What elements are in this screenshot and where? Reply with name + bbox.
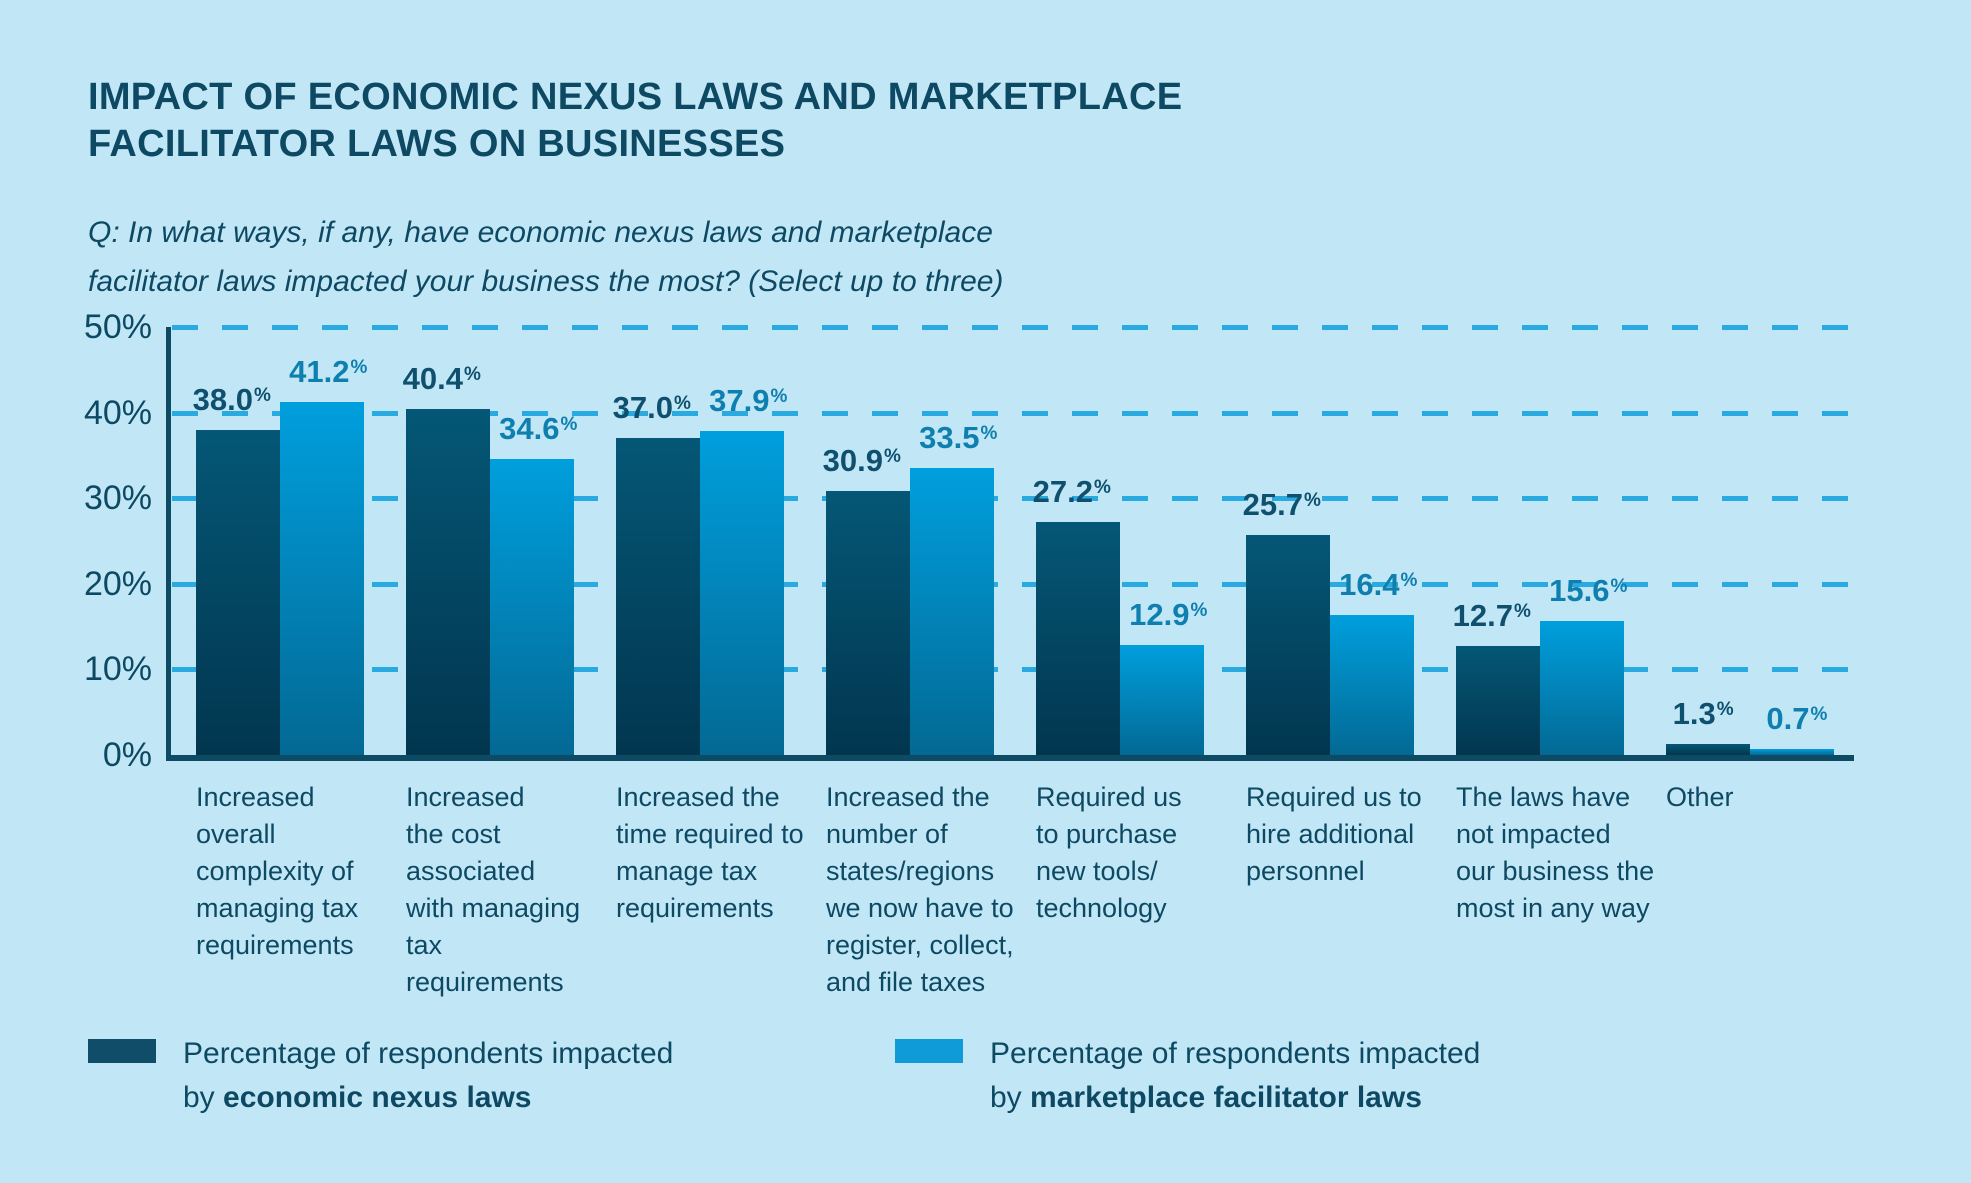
percent-sign: % (463, 364, 481, 386)
bar-marketplace-facilitator-7 (1540, 621, 1624, 755)
percent-sign: % (1400, 569, 1418, 591)
bar-marketplace-facilitator-2 (490, 458, 574, 755)
bar-marketplace-facilitator-5 (1120, 644, 1204, 755)
gridline-10-percent (172, 667, 1850, 673)
page-title-line-1: IMPACT OF ECONOMIC NEXUS LAWS AND MARKET… (88, 76, 1183, 119)
y-axis-tick-40-percent: 40% (83, 393, 152, 432)
bar-marketplace-facilitator-6 (1330, 614, 1414, 755)
percent-sign: % (350, 357, 368, 379)
gridline-30-percent (172, 496, 1850, 502)
percent-sign: % (673, 393, 691, 415)
category-label-8: Other (1666, 782, 1734, 812)
legend-line-2: by marketplace facilitator laws (990, 1081, 1422, 1114)
bar-economic-nexus-7 (1456, 646, 1540, 755)
legend-text-marketplace-facilitator: Percentage of respondents impacted by ma… (990, 1032, 1480, 1120)
value-label-marketplace-facilitator-7: 15.6% (1549, 573, 1628, 609)
bar-economic-nexus-3 (616, 438, 700, 755)
legend-swatch-marketplace-facilitator (895, 1039, 963, 1063)
bar-marketplace-facilitator-4 (910, 468, 994, 755)
bar-economic-nexus-6 (1246, 535, 1330, 755)
value-label-marketplace-facilitator-4: 33.5% (919, 420, 998, 456)
bar-marketplace-facilitator-3 (700, 430, 784, 755)
x-axis-line (166, 755, 1854, 761)
category-label-2: Increased the cost associated with managing… (406, 782, 581, 997)
legend-item-marketplace-facilitator: Percentage of respondents impacted by ma… (895, 1032, 1480, 1120)
category-label-1: Increased overall complexity of managing ta… (196, 782, 359, 960)
y-axis-tick-50-percent: 50% (83, 308, 152, 346)
legend-text-economic-nexus: Percentage of respondents impacted by ec… (183, 1032, 673, 1120)
percent-sign: % (1610, 576, 1628, 598)
plot-area: 38.0% 41.2% 40.4% 34.6% 37.0% 37.9% 30.9% 33.5%… (170, 325, 1850, 755)
chart-question: Q: In what ways, if any, have economic n… (88, 208, 1003, 306)
page-title: IMPACT OF ECONOMIC NEXUS LAWS AND MARKET… (88, 74, 1182, 168)
y-axis-tick-0-percent: 0% (102, 736, 152, 774)
value-label-economic-nexus-8: 1.3% (1672, 695, 1734, 731)
percent-sign: % (560, 413, 578, 435)
value-label-marketplace-facilitator-5: 12.9% (1129, 596, 1208, 632)
bar-marketplace-facilitator-8 (1750, 749, 1834, 755)
value-label-economic-nexus-2: 40.4% (402, 361, 481, 397)
percent-sign: % (1190, 599, 1208, 621)
category-label-7: The laws have not impacted our business th… (1456, 782, 1655, 923)
y-axis-tick-20-percent: 20% (83, 564, 152, 603)
percent-sign: % (883, 445, 901, 467)
percent-sign: % (1716, 698, 1734, 720)
percent-sign: % (1513, 601, 1531, 623)
value-label-marketplace-facilitator-8: 0.7% (1766, 701, 1828, 737)
value-label-economic-nexus-5: 27.2% (1032, 474, 1111, 510)
percent-sign: % (770, 385, 788, 407)
y-axis-line (166, 327, 171, 761)
bar-economic-nexus-2 (406, 409, 490, 755)
value-label-economic-nexus-6: 25.7% (1242, 487, 1321, 523)
gridline-20-percent (172, 581, 1850, 587)
bar-marketplace-facilitator-1 (280, 402, 364, 755)
category-label-3: Increased the time required to manage tax r… (616, 782, 804, 923)
percent-sign: % (980, 423, 998, 445)
value-label-marketplace-facilitator-1: 41.2% (289, 354, 368, 390)
category-label-6: Required us to hire additional personnel (1246, 782, 1422, 886)
category-label-5: Required us to purchase new tools/technolo… (1036, 782, 1182, 923)
y-axis-tick-30-percent: 30% (83, 479, 152, 518)
gridline-50-percent (172, 325, 1850, 330)
percent-sign: % (1810, 704, 1828, 726)
bar-economic-nexus-4 (826, 490, 910, 755)
page-title-line-2: FACILITATOR LAWS ON BUSINESSES (88, 123, 786, 166)
value-label-marketplace-facilitator-6: 16.4% (1339, 566, 1418, 602)
percent-sign: % (1093, 477, 1111, 499)
value-label-economic-nexus-4: 30.9% (822, 442, 901, 478)
percent-sign: % (1303, 490, 1321, 512)
bar-economic-nexus-1 (196, 429, 280, 755)
bar-economic-nexus-5 (1036, 522, 1120, 755)
value-label-marketplace-facilitator-2: 34.6% (499, 410, 578, 446)
y-axis-tick-10-percent: 10% (83, 650, 152, 689)
legend-item-economic-nexus: Percentage of respondents impacted by ec… (88, 1032, 673, 1120)
value-label-economic-nexus-3: 37.0% (612, 390, 691, 426)
value-label-marketplace-facilitator-3: 37.9% (709, 382, 788, 418)
bar-economic-nexus-8 (1666, 743, 1750, 755)
percent-sign: % (253, 384, 271, 406)
chart-question-line-1: Q: In what ways, if any, have economic n… (88, 216, 993, 249)
gridline-40-percent (172, 410, 1850, 416)
category-label-4: Increased the number of states/regions we n… (826, 782, 1014, 997)
legend-swatch-economic-nexus (88, 1039, 156, 1063)
legend-line-1: Percentage of respondents impacted (183, 1037, 674, 1070)
legend-line-1: Percentage of respondents impacted (990, 1037, 1481, 1070)
value-label-economic-nexus-1: 38.0% (192, 381, 271, 417)
value-label-economic-nexus-7: 12.7% (1452, 598, 1531, 634)
legend-line-2: by economic nexus laws (183, 1081, 532, 1114)
chart-question-line-2: facilitator laws impacted your business … (88, 265, 1004, 298)
